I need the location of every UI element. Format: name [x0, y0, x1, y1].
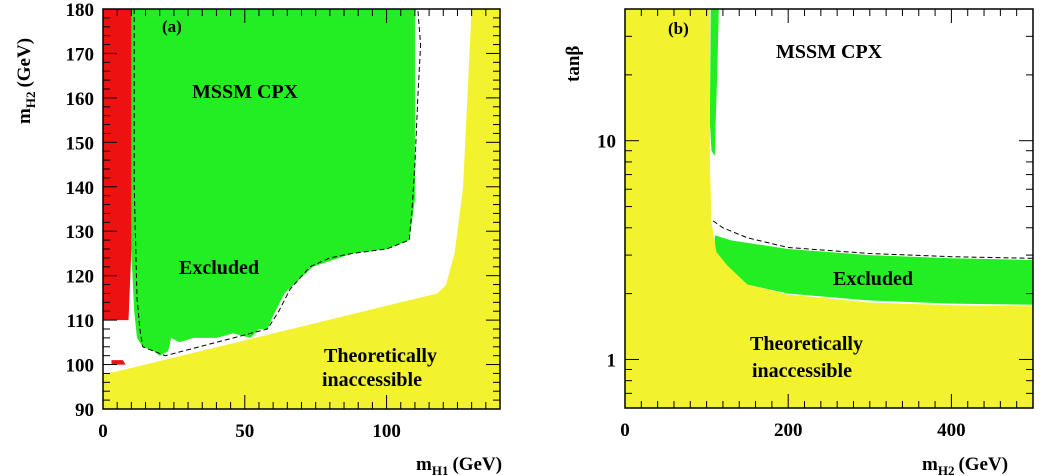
panel-a-ytick-label: 150	[66, 133, 95, 154]
panel-b-inaccessible-region-2	[625, 9, 1033, 408]
panel-b-xtick-label: 400	[937, 420, 966, 441]
panel-a-theory-label-line1: Theoretically	[324, 345, 437, 367]
panel-a-ytick-label: 140	[66, 178, 95, 199]
panel-b: 0 200 400 1 10 (b) MSSM CPX Excluded Theoret…	[563, 8, 1034, 476]
panel-b-xtick-label: 0	[620, 420, 630, 441]
panel-a-exclusion-boundary	[133, 9, 422, 357]
panel-b-axes: 0 200 400 1 10	[597, 8, 1034, 441]
panel-b-ylabel: tanβ	[563, 46, 584, 82]
panel-b-label: (b)	[668, 19, 689, 38]
panel-b-excluded-label: Excluded	[833, 268, 913, 290]
panel-a-excluded-label: Excluded	[179, 257, 259, 279]
panel-a-ytick-label: 110	[67, 311, 94, 332]
panel-b-theory-label-line2: inaccessible	[752, 360, 852, 382]
panel-a-model-label: MSSM CPX	[192, 81, 299, 103]
panel-a-red-region-1	[103, 9, 132, 321]
panel-a-ytick-label: 90	[75, 400, 94, 421]
panel-b-model-label: MSSM CPX	[776, 41, 883, 63]
panel-a-ytick-label: 160	[66, 89, 95, 110]
panel-b-frame	[624, 8, 1034, 409]
panel-b-theory-label-line1: Theoretically	[750, 333, 863, 355]
panel-b-plot	[625, 9, 1033, 408]
panel-a-ytick-label: 180	[66, 0, 95, 21]
panel-a-regions	[103, 9, 500, 409]
panel-a-theory-label-line2: inaccessible	[322, 369, 422, 391]
panel-b-xlabel: mH2 (GeV)	[922, 454, 1008, 476]
panel-a-xtick-label: 100	[372, 421, 401, 442]
panel-b-ytick-label: 10	[597, 132, 616, 153]
panel-a-label: (a)	[162, 17, 182, 36]
panel-a-xtick-label: 50	[235, 421, 254, 442]
panel-a-plot	[103, 9, 500, 409]
panel-a-xtick-label: 0	[98, 421, 108, 442]
panel-a-red-region-2	[111, 360, 126, 365]
panel-b-ytick-label: 1	[607, 350, 617, 371]
panel-a-ytick-label: 120	[66, 267, 95, 288]
panel-a-ylabel: mH2(GeV)	[14, 38, 38, 124]
panel-a-excluded-region-0	[131, 9, 415, 356]
panel-b-exclusion-boundary	[712, 220, 1033, 259]
panel-a-axes: 0 50 100 90 100 110 120 130 140 150 160 170 180	[66, 0, 501, 442]
panel-b-excluded-region-0	[709, 9, 719, 157]
panel-b-xtick-label: 200	[774, 420, 803, 441]
panel-a-ytick-label: 130	[66, 222, 95, 243]
panel-b-excluded-region-1	[714, 235, 1033, 305]
panel-b-regions	[625, 9, 1033, 408]
panel-a-inaccessible-region-3	[103, 9, 500, 409]
panel-a-xlabel: mH1 (GeV)	[416, 454, 502, 476]
panel-a-ytick-label: 100	[66, 356, 95, 377]
panel-a-ytick-label: 170	[66, 44, 95, 65]
